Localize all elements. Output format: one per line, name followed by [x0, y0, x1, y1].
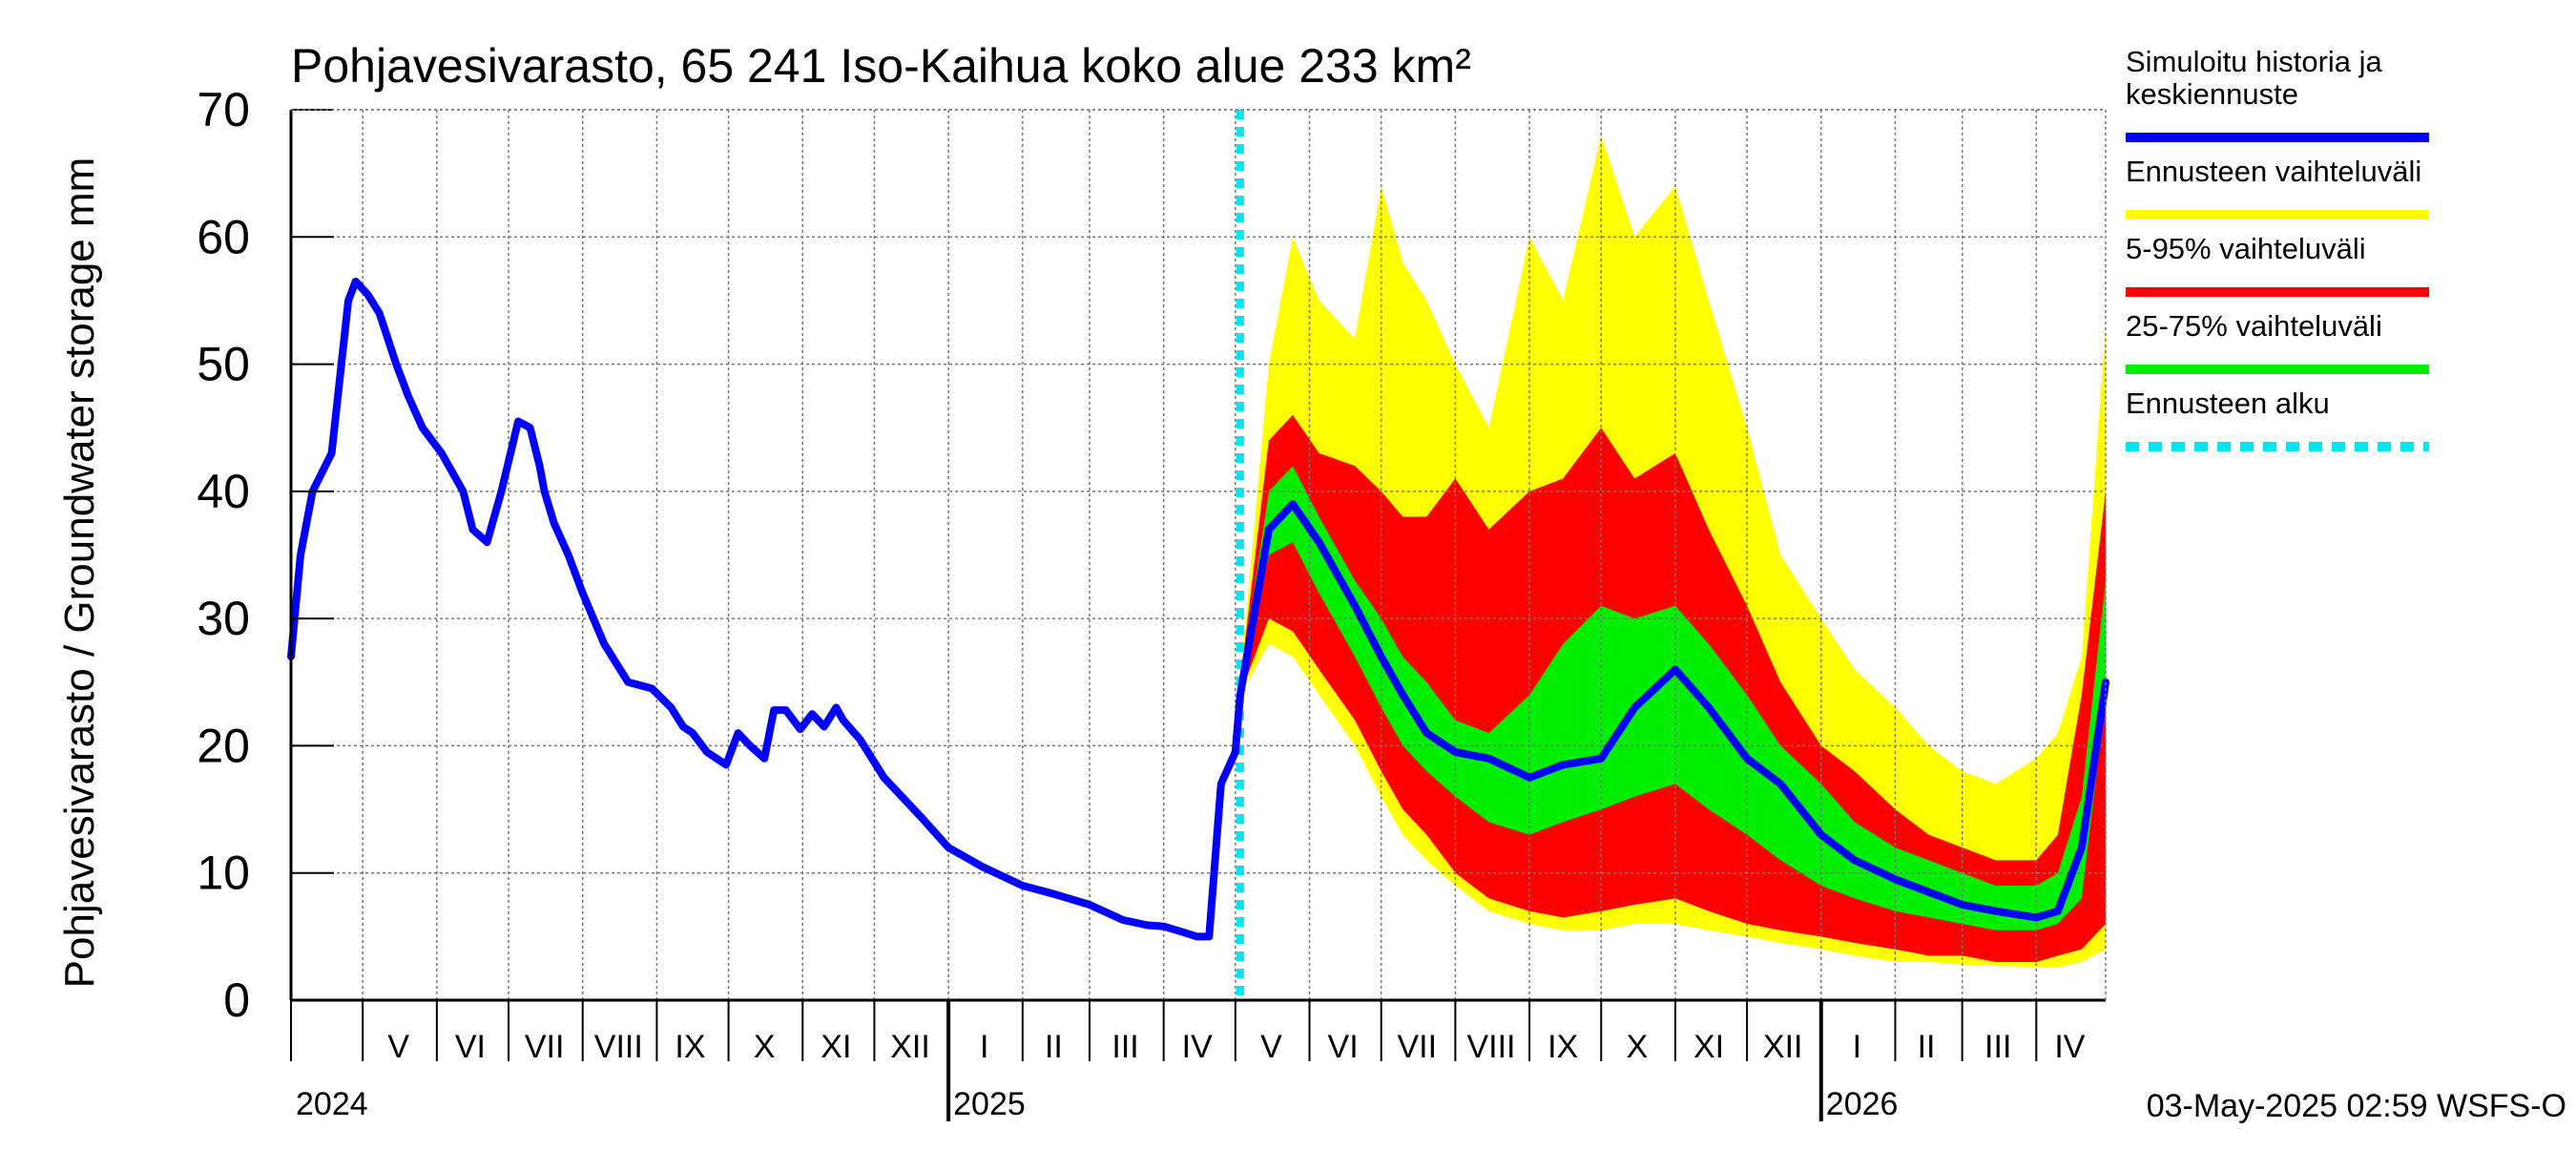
y-tick-label: 50	[197, 338, 250, 391]
month-label: VI	[455, 1029, 486, 1065]
y-tick-label: 20	[197, 719, 250, 772]
month-label: II	[1045, 1029, 1063, 1065]
month-label: III	[1984, 1029, 2011, 1065]
legend-label: 5-95% vaihteluväli	[2126, 232, 2366, 265]
chart-title: Pohjavesivarasto, 65 241 Iso-Kaihua koko…	[291, 39, 1471, 93]
y-tick-label: 60	[197, 210, 250, 263]
y-tick-label: 0	[223, 973, 250, 1027]
month-label: VI	[1328, 1029, 1359, 1065]
month-label: X	[1626, 1029, 1648, 1065]
y-tick-label: 40	[197, 465, 250, 518]
year-label: 2024	[296, 1086, 368, 1122]
month-label: XII	[890, 1029, 930, 1065]
month-label: XI	[1693, 1029, 1724, 1065]
forecast-bands	[1239, 135, 2106, 968]
month-label: IX	[1548, 1029, 1578, 1065]
month-label: XI	[821, 1029, 851, 1065]
month-label: I	[1853, 1029, 1861, 1065]
y-tick-label: 10	[197, 847, 250, 900]
y-tick-label: 30	[197, 592, 250, 645]
month-label: II	[1918, 1029, 1936, 1065]
month-label: I	[980, 1029, 988, 1065]
month-label: VIII	[1466, 1029, 1515, 1065]
series-lines	[287, 110, 2109, 1000]
month-label: VII	[525, 1029, 565, 1065]
grid-lines	[291, 109, 2106, 1000]
legend-label: Simuloitu historia ja	[2126, 45, 2383, 78]
month-label: IV	[2054, 1029, 2085, 1065]
year-label: 2025	[953, 1086, 1026, 1122]
axes: V VI VII VIII IX X XI XII I II III IV V VI VII VIII IX X X…	[197, 83, 2107, 1122]
legend-label: 25-75% vaihteluväli	[2126, 309, 2382, 343]
history-median-line	[287, 277, 2109, 941]
month-label: VIII	[594, 1029, 643, 1065]
y-axis-label: Pohjavesivarasto / Groundwater storage m…	[56, 157, 103, 989]
y-tick-label: 70	[197, 83, 250, 136]
timestamp: 03-May-2025 02:59 WSFS-O	[2147, 1088, 2566, 1124]
month-label: V	[387, 1029, 409, 1065]
year-label: 2026	[1826, 1086, 1899, 1122]
band-25-75	[1239, 466, 2106, 930]
legend-label: keskiennuste	[2126, 77, 2298, 111]
month-label: IV	[1182, 1029, 1213, 1065]
month-label: XII	[1763, 1029, 1803, 1065]
legend-label: Ennusteen alku	[2126, 387, 2330, 420]
month-label: VII	[1398, 1029, 1438, 1065]
month-label: III	[1111, 1029, 1138, 1065]
month-label: V	[1260, 1029, 1282, 1065]
legend-label: Ennusteen vaihteluväli	[2126, 155, 2421, 188]
month-label: IX	[675, 1029, 705, 1065]
month-label: X	[754, 1029, 776, 1065]
